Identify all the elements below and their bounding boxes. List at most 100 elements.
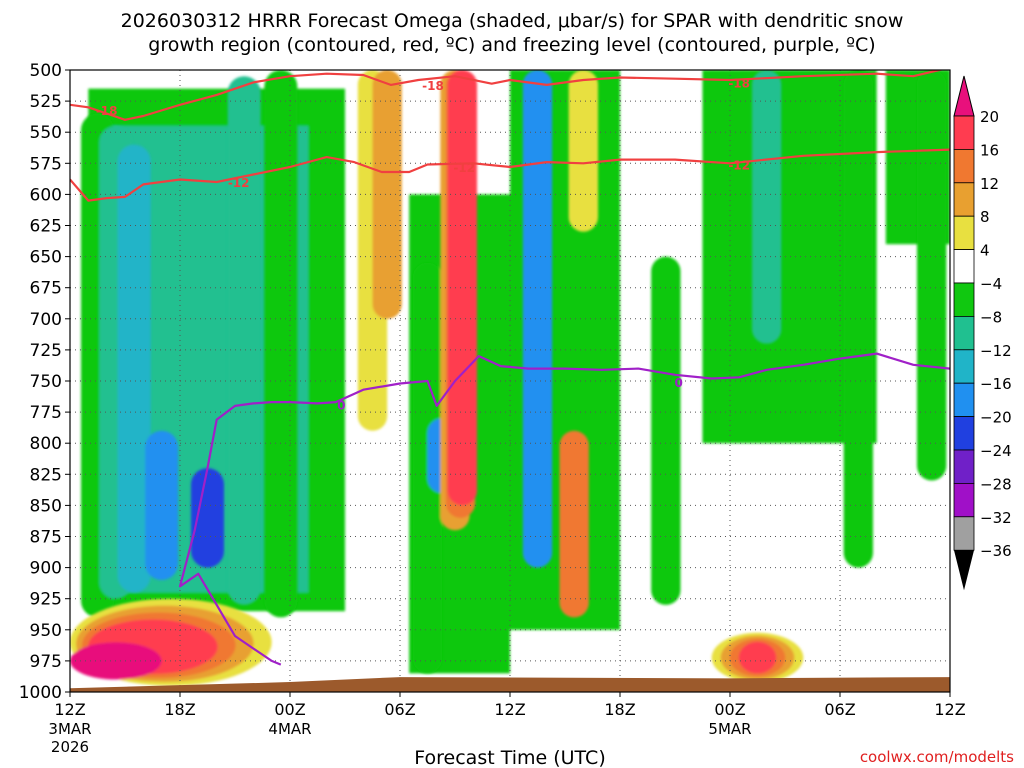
- y-tick-label: 950: [30, 621, 62, 641]
- omega-column: [843, 70, 873, 568]
- grid-lines: [70, 70, 950, 692]
- contour-label: -18: [728, 76, 750, 90]
- x-tick-label: 06Z: [824, 700, 855, 719]
- omega-column: [372, 70, 402, 319]
- colorbar-bin: [953, 315, 975, 351]
- y-tick-label: 1000: [19, 683, 62, 703]
- colorbar-bin: [953, 282, 975, 317]
- colorbar-label: −32: [980, 509, 1012, 527]
- y-tick-label: 600: [30, 185, 62, 205]
- colorbar-bin: [953, 148, 975, 184]
- colorbar-bin: [953, 449, 975, 484]
- colorbar-label: −24: [980, 442, 1012, 460]
- colorbar-bin: [953, 382, 975, 418]
- x-tick-label: 18Z: [164, 700, 195, 719]
- colorbar-bin: [953, 249, 975, 284]
- x-date-label: 5MAR: [708, 720, 751, 738]
- colorbar-bin: [953, 215, 975, 250]
- colorbar-label: −12: [980, 342, 1012, 360]
- y-tick-label: 900: [30, 559, 62, 579]
- contour-line: [70, 70, 945, 121]
- omega-column: [651, 256, 681, 605]
- contour-label: 0: [674, 376, 682, 390]
- x-tick-label: 12Z: [54, 700, 85, 719]
- y-tick-label: 700: [30, 310, 62, 330]
- contour-lines: -18 -18 -18 -12 -12 -12 0 0: [70, 70, 950, 666]
- contour-line: [70, 148, 950, 202]
- y-tick-label: 625: [30, 217, 62, 237]
- x-year-label: 2026: [51, 738, 89, 756]
- y-tick-label: 975: [30, 652, 62, 672]
- colorbar-label: 12: [980, 175, 999, 193]
- chart-title-line-2: growth region (contoured, red, ºC) and f…: [148, 34, 875, 56]
- omega-positive-core: [738, 641, 777, 674]
- x-axis-label: Forecast Time (UTC): [414, 747, 605, 768]
- x-tick-label: 00Z: [274, 700, 305, 719]
- y-tick-label: 750: [30, 372, 62, 392]
- y-tick-label: 575: [30, 154, 62, 174]
- omega-column: [559, 430, 589, 618]
- contour-label: -12: [453, 161, 475, 175]
- colorbar-label: 16: [980, 141, 999, 159]
- y-tick-label: 675: [30, 279, 62, 299]
- contour-label: -18: [96, 104, 118, 118]
- x-tick-label: 06Z: [384, 700, 415, 719]
- y-tick-label: 775: [30, 403, 62, 423]
- contour-label: -12: [728, 159, 750, 173]
- colorbar-bin: [953, 349, 975, 384]
- omega-column: [917, 70, 947, 481]
- colorbar-label: −28: [980, 475, 1012, 493]
- y-tick-label: 650: [30, 248, 62, 268]
- omega-column: [227, 76, 261, 605]
- y-tick-label: 825: [30, 465, 62, 485]
- x-tick-label: 18Z: [604, 700, 635, 719]
- pressure-axis: 500 525 550 575 600 625 650 675 700 725 750 775 800 8…: [19, 61, 70, 703]
- y-tick-label: 925: [30, 590, 62, 610]
- x-tick-label: 00Z: [714, 700, 745, 719]
- terrain-band: [70, 677, 950, 692]
- x-date-label: 3MAR: [48, 720, 91, 738]
- colorbar-bin: [953, 482, 975, 518]
- omega-column: [191, 468, 224, 568]
- omega-column: [447, 70, 477, 506]
- y-tick-label: 500: [30, 61, 62, 81]
- terrain-fill: [70, 677, 950, 692]
- y-tick-label: 875: [30, 528, 62, 548]
- colorbar-label: −36: [980, 542, 1012, 560]
- y-tick-label: 850: [30, 496, 62, 516]
- y-tick-label: 725: [30, 341, 62, 361]
- colorbar-label: 4: [980, 242, 990, 260]
- contour-label: -18: [422, 79, 444, 93]
- colorbar-bin: [953, 115, 975, 150]
- colorbar-label: −16: [980, 375, 1012, 393]
- omega-column: [264, 70, 298, 618]
- omega-column: [145, 430, 179, 581]
- omega-colorbar: 20 16 12 8 4 −4 −8 −12 −16 −20 −24 −28 −32 −36: [953, 75, 1012, 591]
- colorbar-bottom-arrow: [954, 550, 974, 591]
- y-tick-label: 525: [30, 92, 62, 112]
- contour-line: [178, 352, 950, 666]
- colorbar-label: −8: [980, 308, 1002, 326]
- colorbar-label: 8: [980, 208, 990, 226]
- x-date-label: 4MAR: [268, 720, 311, 738]
- y-tick-label: 800: [30, 434, 62, 454]
- x-tick-label: 12Z: [934, 700, 965, 719]
- contour-label: 0: [337, 399, 345, 413]
- contour-label: -12: [228, 176, 250, 190]
- colorbar-bin: [953, 182, 975, 217]
- y-tick-label: 550: [30, 123, 62, 143]
- x-tick-label: 12Z: [494, 700, 525, 719]
- omega-positive-low-level: [70, 598, 272, 686]
- colorbar-bin: [953, 516, 975, 551]
- omega-column: [752, 70, 782, 344]
- colorbar-label: 20: [980, 108, 999, 126]
- colorbar-bin: [953, 416, 975, 451]
- omega-positive-east: [711, 632, 804, 683]
- colorbar-label: −20: [980, 409, 1012, 427]
- colorbar-top-arrow: [953, 75, 975, 117]
- source-credit: coolwx.com/modelts: [860, 748, 1014, 766]
- colorbar-label: −4: [980, 275, 1002, 293]
- chart-title-line-1: 2026030312 HRRR Forecast Omega (shaded, …: [121, 10, 904, 32]
